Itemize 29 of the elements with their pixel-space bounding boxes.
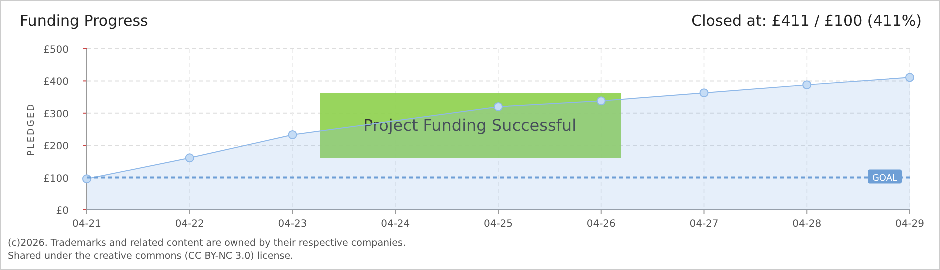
x-tick-label: 04-23 xyxy=(278,219,308,230)
point xyxy=(802,80,812,90)
text: Shared under the creative commons (CC BY-NC 3.0) license. xyxy=(8,251,294,262)
x-tick-label: 04-24 xyxy=(381,219,410,230)
x-tick-label: 04-26 xyxy=(586,219,616,230)
point xyxy=(906,73,914,82)
point xyxy=(596,96,606,106)
y-tick-label: £100 xyxy=(44,174,69,185)
point xyxy=(494,102,503,112)
y-tick-label: £200 xyxy=(44,142,69,153)
text: Closed at: £411 / £100 (411%) xyxy=(692,12,922,30)
x-tick-label: 04-28 xyxy=(792,219,822,230)
chart-title: Funding Progress xyxy=(20,12,149,30)
text: (c)2026. Trademarks and related content are owned by their respective companies. xyxy=(8,238,406,249)
point xyxy=(700,88,709,98)
point xyxy=(288,130,298,140)
y-tick-label: £400 xyxy=(44,77,69,88)
point xyxy=(185,154,194,163)
ref-line-label: GOAL xyxy=(872,174,898,184)
y-tick-label: £300 xyxy=(44,109,69,120)
x-tick-label: 04-25 xyxy=(484,219,514,230)
annotation: Project Funding Successful xyxy=(363,116,577,135)
y-tick-label: £0 xyxy=(56,206,69,217)
x-tick-label: 04-21 xyxy=(72,219,102,230)
y-tick-label: £500 xyxy=(44,45,69,56)
x-tick-label: 04-27 xyxy=(690,219,719,230)
y-axis-title: PLEDGED xyxy=(27,102,37,156)
x-tick-label: 04-22 xyxy=(175,219,204,230)
x-tick-label: 04-29 xyxy=(895,219,925,230)
